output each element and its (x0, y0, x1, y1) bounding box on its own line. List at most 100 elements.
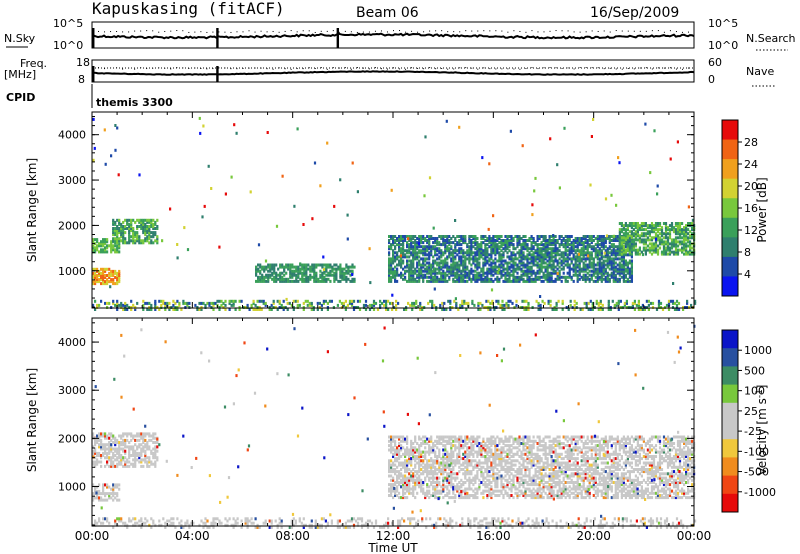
power-echo-cell (414, 253, 417, 257)
power-echo-cell (538, 263, 541, 267)
power-echo-cell (494, 263, 497, 267)
power-echo-cell (508, 275, 511, 279)
power-echo-cell (434, 271, 437, 275)
power-echo-cell (299, 267, 302, 271)
velocity-echo-cell (140, 436, 143, 440)
freq-trace-dot (236, 68, 238, 70)
power-echo-cell (448, 247, 451, 251)
power-echo-cell (484, 235, 487, 238)
power-echo-cell (527, 308, 530, 311)
velocity-echo-cell (388, 461, 391, 465)
power-echo-cell (102, 248, 105, 252)
power-echo-cell (678, 224, 682, 228)
power-echo-cell (114, 241, 117, 245)
power-echo-cell (620, 240, 623, 244)
power-echo-cell (464, 271, 467, 275)
power-echo-cell (130, 220, 133, 224)
power-echo-cell (640, 232, 643, 236)
power-echo-cell (618, 248, 621, 252)
power-echo-cell (148, 241, 151, 245)
power-echo-cell (600, 277, 603, 281)
velocity-echo-cell (424, 478, 427, 482)
velocity-echo-cell (94, 460, 97, 464)
power-echo-cell (428, 251, 431, 255)
velocity-echo-cell (432, 478, 435, 482)
power-echo-cell (402, 267, 405, 271)
power-echo-cell (598, 243, 601, 247)
power-echo-cell (520, 275, 523, 279)
power-echo-cell (333, 275, 336, 279)
power-echo-cell (321, 279, 324, 283)
power-echo-cell (584, 235, 587, 238)
power-echo-cell (614, 245, 617, 249)
power-echo-cell (436, 247, 439, 251)
power-echo-cell (590, 239, 593, 242)
power-echo-cell (116, 244, 119, 248)
power-echo-cell (678, 234, 682, 238)
power-echo-cell (320, 308, 323, 311)
power-echo-cell (408, 249, 411, 253)
power-echo-cell (329, 279, 332, 283)
power-echo-cell (482, 235, 485, 238)
nsky-trace-dot (278, 31, 280, 33)
power-echo-cell (642, 228, 645, 232)
power-echo-cell (218, 299, 221, 303)
power-echo-cell (590, 277, 593, 281)
power-echo-cell (345, 279, 348, 283)
power-echo-cell (100, 240, 103, 244)
power-echo-cell (446, 257, 449, 261)
power-echo-cell (449, 299, 452, 303)
velocity-echo-cell (126, 458, 129, 462)
power-echo-cell (492, 265, 495, 269)
power-echo-cell (406, 279, 409, 283)
power-echo-cell (628, 244, 631, 248)
velocity-echo-cell (96, 458, 99, 462)
velocity-echo-cell (100, 496, 103, 500)
power-echo-cell (201, 215, 204, 219)
power-echo-cell (448, 235, 451, 238)
power-echo-cell (138, 220, 141, 224)
power-echo-cell (604, 245, 607, 249)
power-echo-cell (322, 301, 325, 305)
power-echo-cell (502, 269, 505, 273)
power-echo-cell (564, 251, 567, 255)
power-echo-cell (444, 261, 447, 265)
velocity-echo-cell (102, 498, 105, 502)
power-echo-cell (624, 224, 627, 228)
power-echo-cell (422, 275, 425, 279)
nsky-trace-dot (140, 30, 142, 32)
power-echo-cell (548, 237, 551, 240)
freq-trace-dot (591, 67, 593, 69)
power-echo-cell (650, 246, 654, 250)
power-echo-cell (448, 249, 451, 253)
power-echo-cell (124, 239, 127, 243)
power-echo-cell (676, 230, 680, 234)
power-echo-cell (452, 269, 455, 273)
power-echo-cell (574, 251, 577, 255)
power-echo-cell (235, 131, 238, 135)
power-echo-cell (668, 248, 672, 252)
power-echo-cell (660, 252, 664, 256)
freq-trace-dot (477, 68, 479, 70)
power-echo-cell (305, 269, 308, 273)
power-echo-cell (434, 277, 437, 281)
freq-trace-dot (519, 68, 521, 70)
power-echo-cell (580, 243, 583, 247)
power-echo-cell (638, 246, 641, 250)
velocity-echo-cell (134, 456, 137, 460)
power-echo-cell (670, 246, 674, 250)
power-echo-cell (124, 227, 127, 230)
power-echo-cell (461, 299, 464, 303)
velocity-echo-cell (96, 451, 99, 455)
power-echo-cell (281, 271, 284, 275)
velocity-echo-cell (410, 444, 413, 448)
power-echo-cell (691, 218, 694, 222)
power-echo-cell (255, 273, 258, 277)
power-echo-cell (424, 253, 427, 257)
velocity-echo-cell (412, 457, 415, 461)
power-echo-cell (654, 244, 658, 248)
power-echo-cell (498, 253, 501, 257)
power-echo-cell (490, 243, 493, 247)
velocity-echo-cell (406, 446, 409, 450)
power-echo-cell (388, 275, 391, 279)
